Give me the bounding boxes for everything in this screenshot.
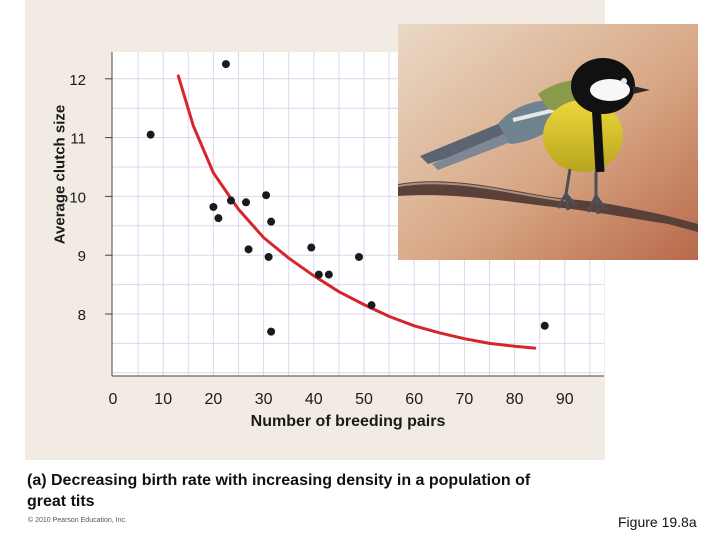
data-point bbox=[262, 191, 271, 200]
y-tick-label: 8 bbox=[78, 307, 86, 324]
data-point bbox=[242, 198, 251, 207]
data-point bbox=[226, 196, 235, 205]
x-tick-label: 20 bbox=[205, 391, 223, 408]
x-tick-label: 60 bbox=[405, 391, 423, 408]
data-point bbox=[214, 214, 223, 223]
x-tick-label: 10 bbox=[154, 391, 172, 408]
x-axis-label: Number of breeding pairs bbox=[250, 413, 446, 430]
data-point bbox=[324, 270, 333, 279]
great-tit-bird-icon bbox=[398, 24, 698, 260]
data-point bbox=[146, 130, 155, 139]
x-tick-label: 50 bbox=[355, 391, 373, 408]
figure-reference: Figure 19.8a bbox=[618, 514, 697, 530]
data-point bbox=[209, 202, 218, 211]
data-point bbox=[221, 60, 230, 69]
y-axis-label: Average clutch size bbox=[51, 104, 69, 245]
data-point bbox=[267, 327, 276, 336]
x-tick-label: 70 bbox=[456, 391, 474, 408]
copyright-notice: © 2010 Pearson Education, Inc. bbox=[28, 517, 127, 524]
y-tick-label: 12 bbox=[69, 72, 86, 89]
data-point bbox=[367, 301, 376, 310]
data-point bbox=[267, 217, 276, 226]
trend-curve bbox=[176, 74, 537, 350]
x-tick-label: 30 bbox=[255, 391, 273, 408]
data-point bbox=[354, 252, 363, 261]
y-tick-label: 9 bbox=[78, 248, 86, 265]
data-point bbox=[244, 245, 253, 254]
x-tick-label: 90 bbox=[556, 391, 574, 408]
data-point bbox=[264, 252, 273, 261]
x-tick-label: 0 bbox=[109, 391, 118, 408]
x-tick-label: 80 bbox=[506, 391, 524, 408]
y-tick-label: 11 bbox=[70, 131, 86, 148]
y-tick-label: 10 bbox=[69, 189, 86, 206]
data-point bbox=[314, 270, 323, 279]
x-tick-label: 40 bbox=[305, 391, 323, 408]
figure-caption: (a) Decreasing birth rate with increasin… bbox=[27, 472, 531, 510]
data-point bbox=[307, 243, 316, 252]
data-point bbox=[540, 321, 549, 330]
